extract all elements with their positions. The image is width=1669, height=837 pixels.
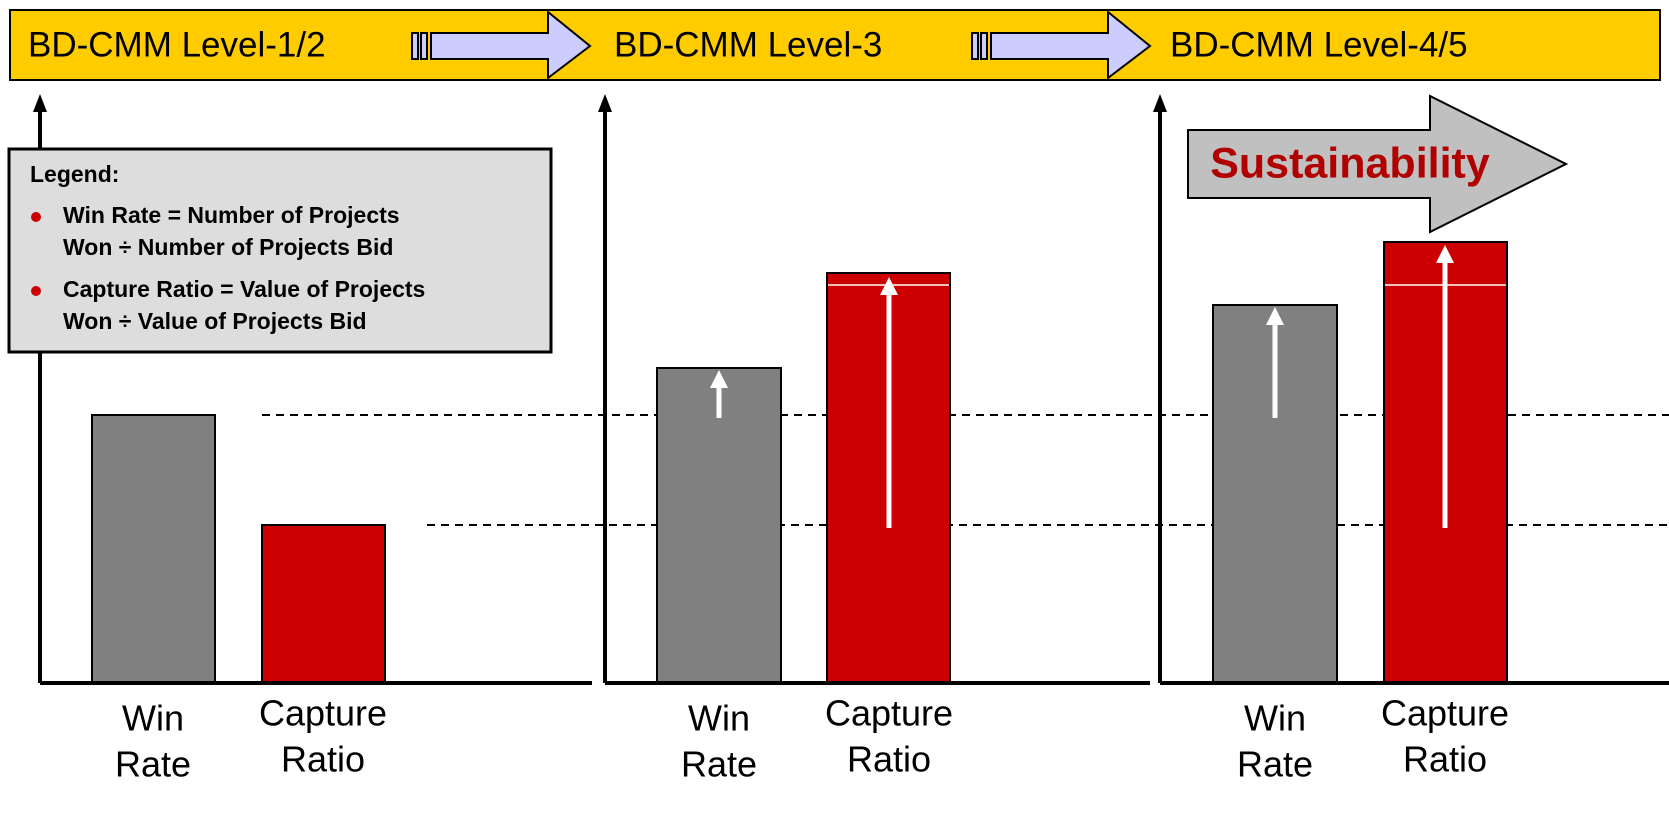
bar-label: Ratio [1403, 739, 1487, 780]
legend-title: Legend: [30, 161, 119, 187]
bar-label: Rate [1237, 744, 1313, 785]
bar-label: Win [688, 698, 750, 739]
bar-label: Capture [1381, 693, 1509, 734]
legend-item: Won ÷ Number of Projects Bid [63, 234, 393, 260]
bar-label: Capture [259, 693, 387, 734]
bar-label: Ratio [847, 739, 931, 780]
legend-item: Win Rate = Number of Projects [63, 202, 400, 228]
legend-item: Capture Ratio = Value of Projects [63, 276, 425, 302]
legend-bullet [31, 286, 41, 296]
bar-label: Rate [681, 744, 757, 785]
bar-label: Ratio [281, 739, 365, 780]
stage-label: BD-CMM Level-4/5 [1170, 25, 1468, 64]
stage-arrows [411, 9, 1152, 81]
stage-label: BD-CMM Level-1/2 [28, 25, 326, 64]
legend-box [7, 147, 553, 354]
reference-lines [262, 414, 1669, 526]
growth-arrows [710, 245, 1454, 528]
axes [33, 94, 1669, 685]
legend-item: Won ÷ Value of Projects Bid [63, 308, 367, 334]
bar-label: Win [1244, 698, 1306, 739]
callout-text: Sustainability [1210, 139, 1490, 187]
stage-label: BD-CMM Level-3 [614, 25, 882, 64]
bar-label: Win [122, 698, 184, 739]
bar-label: Rate [115, 744, 191, 785]
legend-bullet [31, 212, 41, 222]
callout-arrow [1187, 94, 1569, 234]
bar-labels: Win Rate Capture Ratio Win Rate Capture Ratio Wi… [115, 693, 1509, 785]
header-band [9, 9, 1661, 81]
bar-label: Capture [825, 693, 953, 734]
